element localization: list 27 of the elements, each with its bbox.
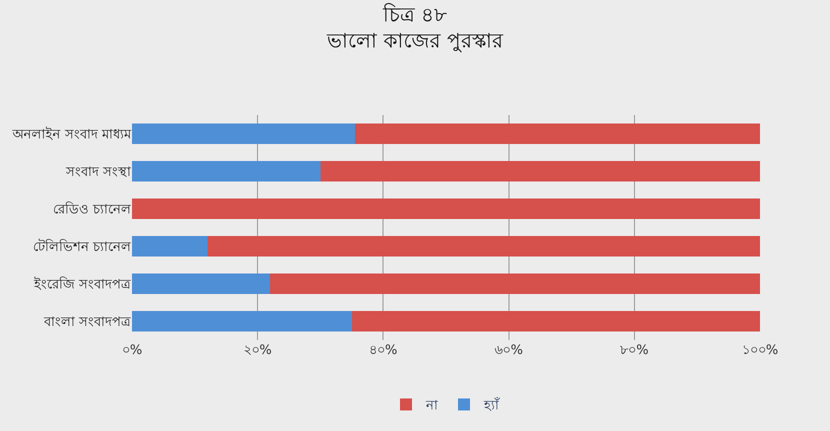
x-tick-label: ১০০% <box>742 343 778 358</box>
bar <box>320 160 760 182</box>
bar <box>270 273 760 294</box>
y-tick-label: ইংরেজি সংবাদপত্র <box>32 276 131 292</box>
x-tick-label: ৬০% <box>494 343 523 358</box>
bar <box>132 310 352 332</box>
x-tick-label: ৪০% <box>369 343 398 358</box>
bar <box>352 310 760 332</box>
y-tick-label: সংবাদ সংস্থা <box>64 164 131 180</box>
chart-title: চিত্র ৪৮ <box>382 2 448 27</box>
legend-label: হ্যাঁ <box>483 398 500 414</box>
bar <box>354 123 760 144</box>
bar <box>132 160 320 182</box>
chart-subtitle: ভালো কাজের পুরস্কার <box>326 28 504 53</box>
y-tick-label: টেলিভিশন চ্যানেল <box>32 238 131 255</box>
x-tick-label: ২০% <box>243 343 272 358</box>
legend-label: না <box>425 398 438 414</box>
bar <box>132 123 355 144</box>
bar <box>132 273 270 294</box>
x-tick-label: ০% <box>122 343 142 358</box>
x-tick-label: ৮০% <box>620 343 649 358</box>
bar <box>132 236 208 257</box>
bar <box>132 198 760 220</box>
bar <box>207 236 760 257</box>
y-tick-label: বাংলা সংবাদপত্র <box>42 314 131 330</box>
y-tick-label: অনলাইন সংবাদ মাধ্যম <box>12 126 132 142</box>
y-tick-label: রেডিও চ্যানেল <box>52 201 131 218</box>
